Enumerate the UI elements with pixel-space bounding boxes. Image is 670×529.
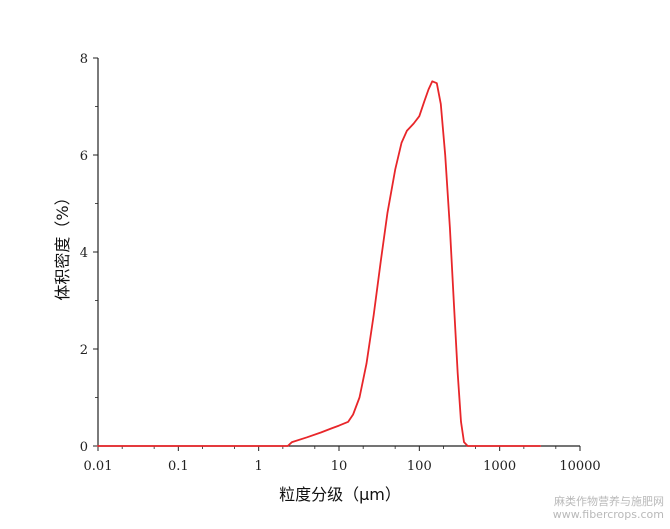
watermark-site-name: 麻类作物营养与施肥网 [554, 495, 664, 508]
y-tick-label: 0 [80, 440, 88, 455]
x-tick-label: 100 [407, 459, 432, 474]
x-tick-label: 10000 [559, 459, 600, 474]
volume-density-curve [97, 80, 542, 447]
y-tick-label: 2 [80, 343, 88, 358]
x-tick-label: 1 [255, 459, 263, 474]
axes [97, 58, 580, 447]
watermark: 麻类作物营养与施肥网 www.fibercrops.com [553, 495, 664, 521]
y-axis-label: 体积密度（%） [53, 189, 72, 300]
x-axis-label: 粒度分级（μm） [279, 485, 401, 504]
x-tick-label: 0.01 [84, 459, 113, 474]
x-tick-label: 0.1 [168, 459, 189, 474]
y-tick-label: 4 [80, 246, 88, 261]
series-layer [97, 80, 542, 447]
x-tick-label: 1000 [483, 459, 516, 474]
y-axis-ticks: 0 2 4 6 8 [80, 52, 98, 455]
x-tick-label: 10 [331, 459, 348, 474]
watermark-url: www.fibercrops.com [552, 508, 664, 521]
y-tick-label: 6 [80, 149, 88, 164]
x-axis-ticks: 0.01 0.1 1 10 100 1000 10000 [84, 446, 601, 474]
y-tick-label: 8 [80, 52, 88, 67]
